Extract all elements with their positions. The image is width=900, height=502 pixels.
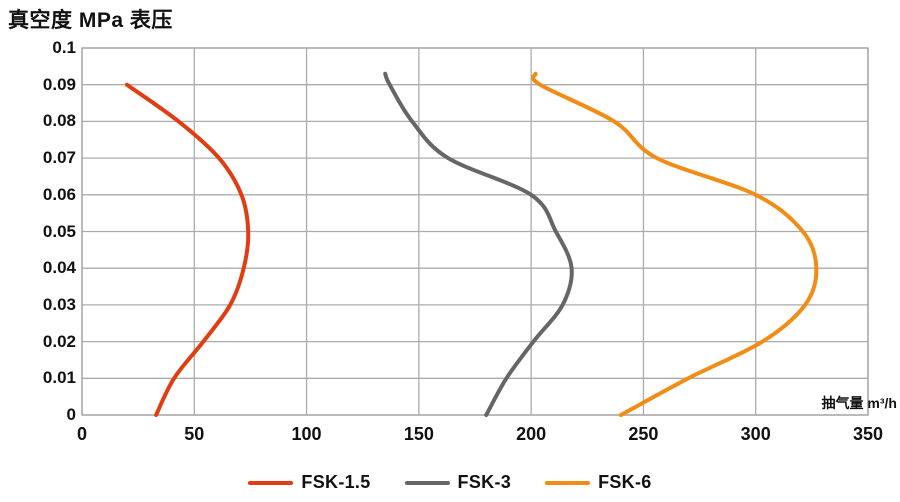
legend-line-swatch <box>545 480 591 485</box>
y-axis-tick-label: 0.07 <box>42 148 76 168</box>
legend-item-fsk-6: FSK-6 <box>545 472 652 493</box>
x-axis-tick-label: 350 <box>852 424 884 444</box>
plot-border <box>81 47 869 416</box>
y-axis-tick-label: 0 <box>66 405 76 424</box>
legend-line-swatch <box>248 480 294 485</box>
x-axis-tick-label: 100 <box>291 424 322 444</box>
curve-fsk-1-5 <box>124 82 251 417</box>
chart-title: 真空度 MPa 表压 <box>8 9 173 32</box>
x-axis-tick-label: 300 <box>740 424 771 444</box>
x-axis-unit-label: 抽气量 m³/h <box>821 395 897 411</box>
y-axis-tick-label: 0.04 <box>42 258 76 278</box>
legend-label: FSK-1.5 <box>301 472 371 492</box>
x-axis-tick-label: 150 <box>403 424 434 444</box>
legend-label: FSK-3 <box>457 472 512 492</box>
legend-item-fsk-3: FSK-3 <box>404 472 512 493</box>
curve-fsk-3 <box>383 71 574 417</box>
chart-canvas <box>81 47 869 417</box>
y-axis-tick-label: 0.06 <box>42 184 76 204</box>
y-axis-tick-label: 0.02 <box>42 331 76 351</box>
legend-label: FSK-6 <box>598 472 652 492</box>
y-axis-tick-label: 0.03 <box>42 294 76 314</box>
y-axis-tick-label: 0.08 <box>42 111 76 131</box>
y-axis-tick-label: 0.09 <box>42 74 76 94</box>
legend-item-fsk-1-5: FSK-1.5 <box>248 472 370 493</box>
x-axis-tick-label: 200 <box>516 424 547 444</box>
x-axis-tick-label: 0 <box>76 424 87 444</box>
x-axis-tick-label: 50 <box>184 424 205 444</box>
y-axis-tick-label: 0.01 <box>42 368 76 388</box>
x-axis-tick-label: 250 <box>628 424 659 444</box>
legend: FSK-1.5 FSK-3 FSK-6 <box>0 472 900 493</box>
y-axis-tick-label: 0.1 <box>52 38 76 57</box>
plot-area <box>81 47 869 417</box>
y-axis-tick-label: 0.05 <box>42 221 76 241</box>
legend-line-swatch <box>404 480 450 485</box>
curve-fsk-6 <box>531 71 819 417</box>
